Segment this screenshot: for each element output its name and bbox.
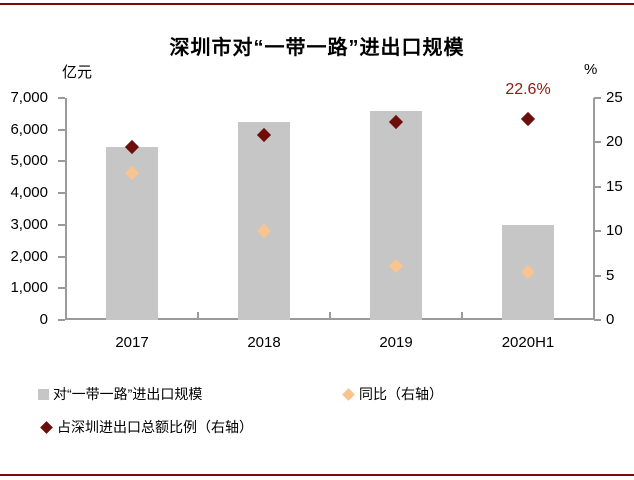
left-axis-tick-label: 2,000 — [10, 247, 48, 265]
left-axis-tick — [58, 128, 65, 131]
legend-item-scale: 对“一带一路”进出口规模 — [38, 385, 202, 403]
x-axis-line — [65, 318, 595, 320]
x-axis-label: 2017 — [115, 334, 149, 351]
left-axis-tick — [58, 160, 65, 163]
x-axis-label: 2020H1 — [501, 334, 555, 351]
scale-bar — [238, 121, 290, 320]
left-axis-tick-label: 3,000 — [10, 215, 48, 233]
bar-series-legend-marker — [38, 388, 49, 400]
left-axis-tick-label: 4,000 — [10, 184, 48, 202]
right-axis-tick — [594, 141, 601, 144]
share-series-legend-marker — [40, 420, 53, 434]
yoy-series-legend-marker — [342, 387, 355, 401]
right-axis-tick-label: 5 — [606, 266, 615, 284]
right-axis-tick — [594, 319, 601, 321]
legend-label-yoy: 同比（右轴） — [359, 386, 443, 402]
share-marker — [520, 112, 536, 127]
right-axis-tick-label: 0 — [606, 311, 615, 328]
legend-item-share: 占深圳进出口总额比例（右轴） — [40, 418, 253, 436]
right-axis-tick — [594, 230, 601, 233]
left-axis-tick-label: 1,000 — [10, 279, 48, 297]
right-axis-tick-label: 10 — [606, 222, 623, 240]
legend-label-share: 占深圳进出口总额比例（右轴） — [57, 419, 253, 435]
legend-label-scale: 对“一带一路”进出口规模 — [53, 386, 203, 402]
x-axis-tick — [197, 312, 199, 319]
right-axis-tick-label: 20 — [606, 133, 623, 151]
left-axis-tick-label: 5,000 — [10, 152, 48, 170]
right-axis-tick — [594, 97, 601, 99]
right-axis-tick-label: 15 — [606, 177, 623, 195]
legend-item-yoy: 同比（右轴） — [342, 385, 443, 403]
right-axis-tick-label: 25 — [606, 89, 623, 106]
bottom-border-rule — [0, 474, 634, 476]
left-axis-tick — [58, 97, 65, 99]
left-axis-tick — [58, 223, 65, 226]
plot-area: 0 1,000 2,000 3,000 4,000 5,000 6,000 7,000 0 5 10… — [10, 81, 622, 351]
right-axis-tick — [594, 274, 601, 277]
left-axis-tick — [58, 287, 65, 290]
chart-title: 深圳市对“一带一路”进出口规模 — [169, 37, 465, 59]
x-axis-label: 2019 — [379, 334, 413, 351]
x-axis-tick — [329, 312, 331, 319]
left-axis-tick-label: 7,000 — [10, 89, 48, 106]
x-axis-tick — [461, 312, 463, 319]
left-axis-tick — [58, 255, 65, 258]
scale-bar — [370, 110, 422, 320]
annotation-label: 22.6% — [505, 81, 551, 99]
left-axis-unit-label: 亿元 — [62, 64, 93, 81]
left-axis-tick — [58, 192, 65, 195]
left-axis-line — [65, 98, 67, 320]
right-axis-tick — [594, 185, 601, 188]
right-axis-unit-label: % — [584, 61, 598, 78]
x-axis-label: 2018 — [247, 334, 281, 351]
left-axis-tick — [58, 319, 65, 321]
top-border-rule — [0, 3, 634, 5]
left-axis-tick-label: 0 — [39, 311, 48, 328]
left-axis-tick-label: 6,000 — [10, 120, 48, 138]
right-axis-line — [593, 98, 595, 320]
